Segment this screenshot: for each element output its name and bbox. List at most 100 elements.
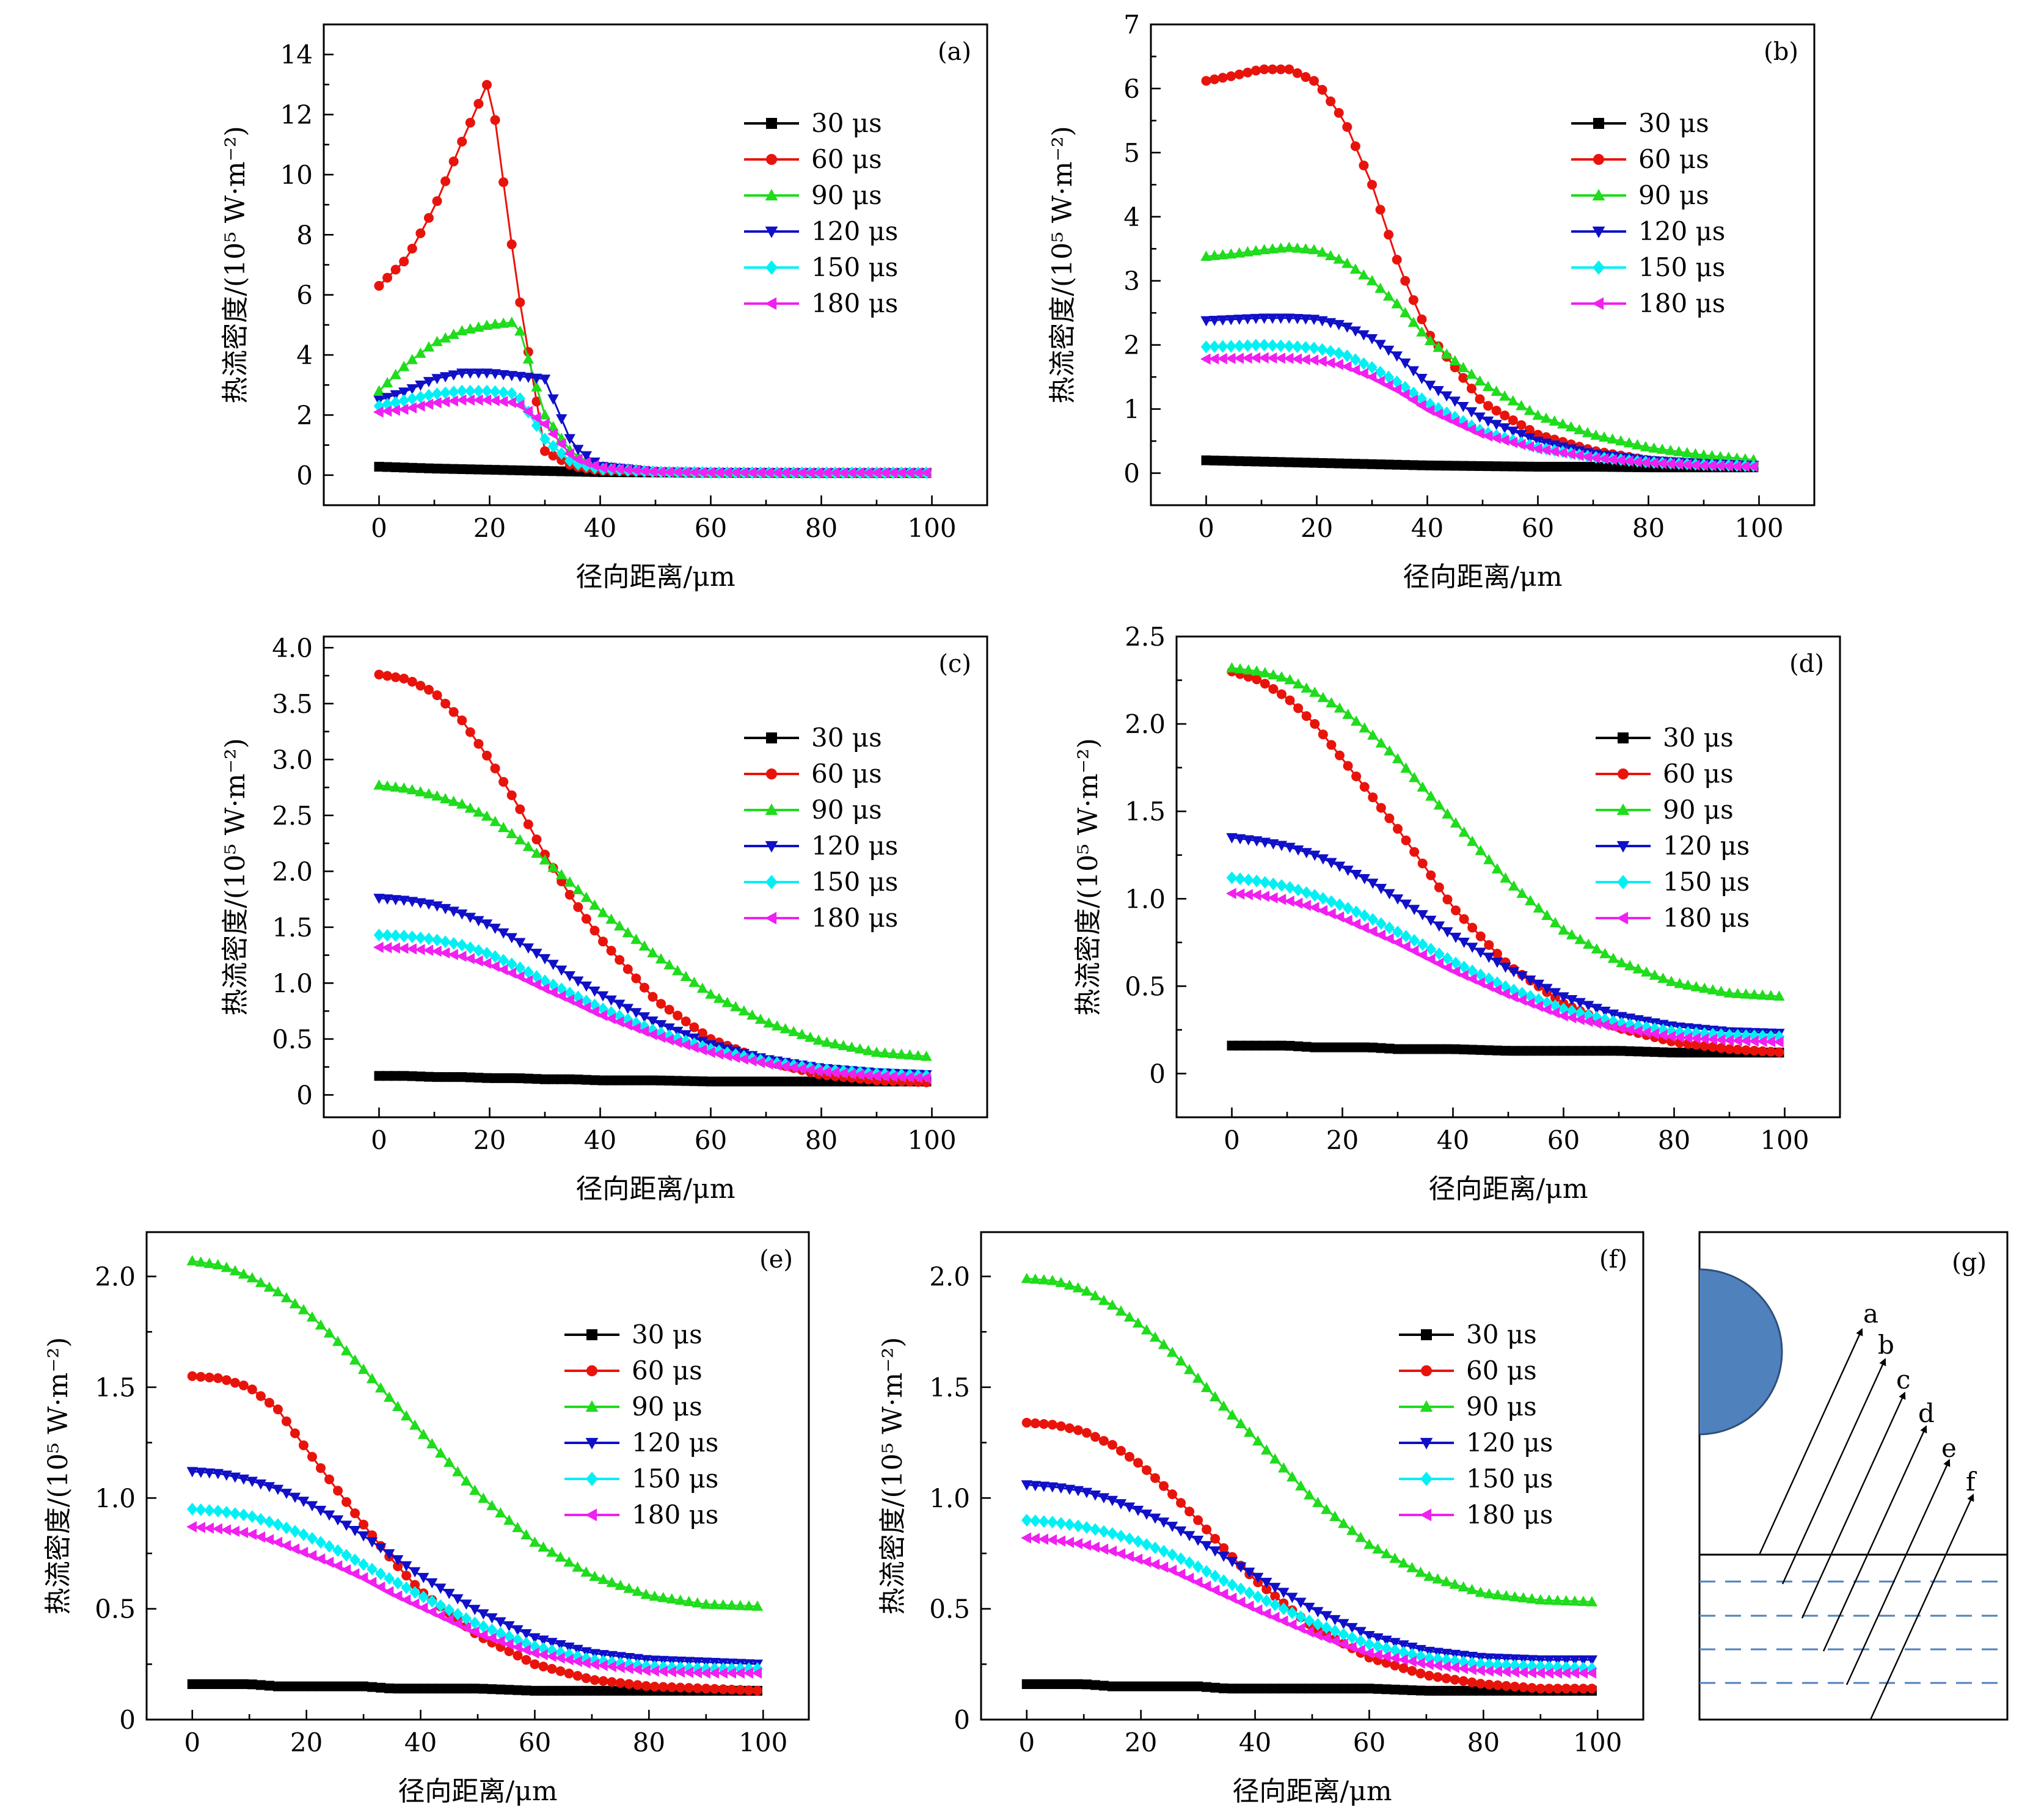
data-point bbox=[1425, 790, 1437, 801]
radial-line-d-arrow bbox=[1822, 1425, 1927, 1652]
data-point bbox=[1219, 1683, 1229, 1693]
data-point bbox=[1330, 1684, 1340, 1694]
data-point bbox=[829, 1038, 841, 1049]
data-point bbox=[683, 1596, 695, 1607]
data-point bbox=[1624, 1018, 1635, 1031]
data-point bbox=[1021, 1679, 1032, 1689]
data-point bbox=[1384, 889, 1395, 900]
data-point bbox=[598, 1685, 608, 1696]
data-point bbox=[1400, 762, 1412, 773]
data-point bbox=[771, 1059, 782, 1071]
data-point bbox=[1038, 1515, 1049, 1528]
data-point bbox=[674, 1666, 685, 1678]
data-point bbox=[1699, 1027, 1710, 1040]
data-point bbox=[1346, 1524, 1358, 1535]
data-point bbox=[1073, 1425, 1083, 1436]
data-point bbox=[1081, 1285, 1093, 1296]
data-point bbox=[1276, 457, 1286, 467]
data-point bbox=[349, 1553, 360, 1566]
y-tick-label: 1.0 bbox=[95, 1483, 136, 1513]
data-point bbox=[1415, 1668, 1426, 1679]
data-point bbox=[1358, 269, 1370, 280]
data-point bbox=[1616, 1046, 1627, 1056]
data-point bbox=[423, 932, 434, 946]
panel-label: (b) bbox=[1764, 38, 1798, 66]
data-point bbox=[1124, 1532, 1135, 1545]
data-point bbox=[382, 462, 393, 472]
data-point bbox=[1243, 889, 1253, 900]
data-point bbox=[478, 1609, 489, 1620]
data-point bbox=[1326, 96, 1336, 106]
data-point bbox=[1349, 263, 1362, 274]
data-point bbox=[539, 409, 551, 420]
data-point bbox=[1200, 316, 1212, 327]
data-point bbox=[1526, 1593, 1538, 1604]
data-point bbox=[1731, 461, 1742, 472]
data-point bbox=[1632, 439, 1643, 450]
data-point bbox=[1210, 1569, 1221, 1583]
legend-marker bbox=[1618, 732, 1629, 743]
data-point bbox=[1275, 242, 1287, 253]
data-point bbox=[341, 1681, 352, 1691]
data-point bbox=[1382, 345, 1395, 356]
data-point bbox=[1047, 1516, 1058, 1529]
data-point bbox=[746, 1009, 758, 1020]
data-point bbox=[503, 1514, 515, 1525]
legend-marker bbox=[1616, 841, 1630, 853]
data-point bbox=[1550, 1046, 1560, 1056]
data-point bbox=[597, 1574, 609, 1584]
data-point bbox=[717, 1667, 728, 1679]
data-point bbox=[448, 370, 459, 381]
data-point bbox=[1219, 1543, 1229, 1553]
data-point bbox=[564, 994, 574, 1005]
y-tick-label: 3 bbox=[1123, 266, 1140, 296]
data-point bbox=[1608, 1046, 1618, 1056]
data-point bbox=[1573, 450, 1584, 461]
data-point bbox=[1355, 1627, 1367, 1638]
data-point bbox=[1725, 1044, 1734, 1054]
data-point bbox=[1607, 462, 1618, 472]
data-point bbox=[657, 1665, 668, 1677]
data-point bbox=[497, 928, 509, 939]
data-point bbox=[1259, 891, 1269, 902]
data-point bbox=[230, 1507, 241, 1520]
legend-marker bbox=[1420, 1437, 1433, 1450]
legend-label: 60 μs bbox=[632, 1356, 703, 1385]
data-point bbox=[481, 368, 493, 379]
data-point bbox=[1400, 930, 1412, 943]
data-point bbox=[477, 1629, 488, 1641]
data-point bbox=[713, 1048, 724, 1060]
data-point bbox=[381, 942, 392, 954]
data-point bbox=[357, 1363, 370, 1374]
data-point bbox=[531, 396, 542, 407]
data-point bbox=[384, 1683, 395, 1693]
data-point bbox=[1371, 1649, 1382, 1661]
data-point bbox=[486, 1500, 498, 1511]
data-point bbox=[1021, 1514, 1032, 1527]
data-point bbox=[1260, 875, 1271, 889]
data-point bbox=[390, 404, 400, 416]
data-point bbox=[457, 464, 467, 474]
data-point bbox=[1374, 340, 1386, 351]
data-point bbox=[382, 1071, 393, 1081]
data-point bbox=[374, 280, 384, 291]
data-point bbox=[1531, 443, 1542, 454]
data-point bbox=[478, 1620, 489, 1633]
data-point bbox=[1064, 1679, 1075, 1689]
data-point bbox=[1433, 921, 1445, 932]
data-point bbox=[1106, 1495, 1119, 1506]
x-tick-label: 80 bbox=[633, 1728, 665, 1757]
data-point bbox=[1681, 447, 1693, 458]
x-tick-label: 0 bbox=[1198, 513, 1214, 543]
data-point bbox=[1115, 1499, 1127, 1509]
data-point bbox=[431, 374, 443, 385]
data-point bbox=[564, 466, 575, 476]
data-point bbox=[1569, 1595, 1581, 1606]
data-point bbox=[573, 902, 583, 912]
data-point bbox=[1450, 957, 1461, 969]
data-point bbox=[838, 467, 848, 479]
data-point bbox=[221, 1679, 232, 1689]
data-point bbox=[426, 1578, 438, 1589]
data-point bbox=[1492, 976, 1503, 990]
data-point bbox=[581, 1673, 591, 1684]
